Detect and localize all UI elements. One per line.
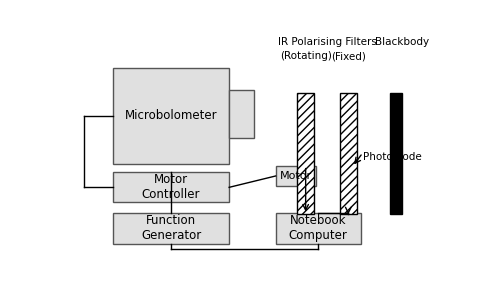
Bar	[276, 213, 361, 244]
Bar	[340, 93, 357, 214]
Text: Notebook
Computer: Notebook Computer	[289, 214, 348, 243]
Text: Motor
Controller: Motor Controller	[142, 173, 200, 201]
Bar	[113, 172, 229, 203]
Text: Photodiode: Photodiode	[363, 152, 422, 162]
Bar	[229, 90, 254, 138]
Text: (Rotating): (Rotating)	[280, 51, 332, 61]
Bar	[113, 68, 229, 164]
Bar	[390, 93, 402, 214]
Text: Microbolometer: Microbolometer	[124, 109, 218, 123]
Bar	[113, 213, 229, 244]
Text: (Fixed): (Fixed)	[331, 51, 366, 61]
Text: IR Polarising Filters: IR Polarising Filters	[278, 37, 378, 47]
Text: Motor: Motor	[280, 171, 312, 181]
Bar	[297, 93, 314, 214]
Bar	[276, 166, 316, 186]
Text: Function
Generator: Function Generator	[141, 214, 201, 243]
Text: Blackbody: Blackbody	[374, 37, 428, 47]
